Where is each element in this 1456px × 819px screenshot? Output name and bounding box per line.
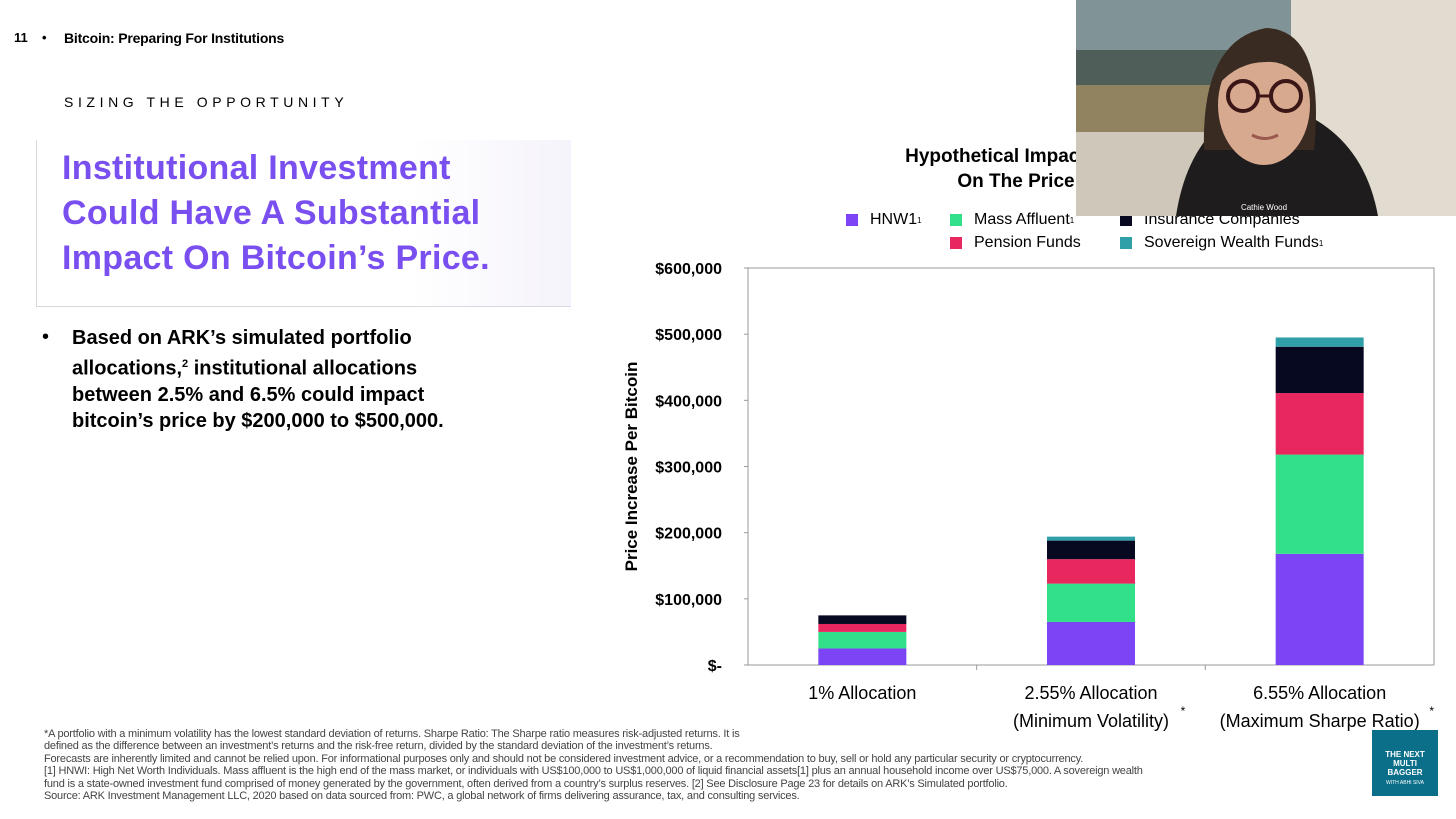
legend-item-hnw: HNW1 1 xyxy=(846,211,922,229)
x-category-sublabel: (Maximum Sharpe Ratio) xyxy=(1220,711,1420,731)
bullet-text: Based on ARK’s simulated portfolio alloc… xyxy=(72,325,542,434)
legend-swatch-sovereign xyxy=(1120,237,1132,249)
footnote-ref: 2 xyxy=(182,358,189,370)
y-tick-label: $400,000 xyxy=(655,393,722,410)
headline: Institutional Investment Could Have A Su… xyxy=(62,146,582,281)
header-separator: • xyxy=(42,30,47,45)
x-category-asterisk: * xyxy=(1181,704,1186,718)
legend-sup-mass-affluent: 1 xyxy=(1069,215,1075,225)
bar-segment-mass-affluent xyxy=(1275,454,1364,554)
bar-segment-pension-funds xyxy=(1275,393,1364,455)
chart-title: Hypothetical Impact of Ir On The Price xyxy=(760,144,1272,194)
legend-swatch-mass-affluent xyxy=(950,214,962,226)
x-category-label: 1% Allocation xyxy=(808,683,916,703)
badge-line-3: BAGGER xyxy=(1387,768,1423,777)
legend-swatch-insurance xyxy=(1120,214,1132,226)
chart-title-line-1: Hypothetical Impact of Ir xyxy=(905,146,1127,167)
webcam-name-label: Cathie Wood xyxy=(1241,203,1287,212)
bar-segment-hnw1 xyxy=(1047,621,1135,665)
bar-segment-sovereign-wealth-funds xyxy=(1047,536,1135,541)
badge-line-1: THE NEXT xyxy=(1385,750,1425,759)
x-category-asterisk: * xyxy=(1429,704,1434,718)
bullet-line-2: allocations,2 institutional allocations xyxy=(72,351,542,382)
y-axis-label: Price Increase Per Bitcoin xyxy=(622,362,641,572)
bullet-line-2-end: institutional allocations xyxy=(188,357,418,380)
legend-swatch-pension xyxy=(950,237,962,249)
badge-line-2: MULTI xyxy=(1393,759,1417,768)
y-tick-label: $600,000 xyxy=(655,261,722,278)
x-category-label: 6.55% Allocation xyxy=(1253,683,1386,703)
headline-line-1: Institutional Investment xyxy=(62,149,451,187)
y-tick-label: $200,000 xyxy=(655,526,722,543)
bullet-line-2-start: allocations, xyxy=(72,357,183,380)
bar-segment-pension-funds xyxy=(1047,559,1135,584)
bar-segment-sovereign-wealth-funds xyxy=(1275,337,1364,347)
x-category-label: 2.55% Allocation xyxy=(1024,683,1157,703)
legend-sup-hnw: 1 xyxy=(917,215,922,225)
footnote-line-1: *A portfolio with a minimum volatility h… xyxy=(44,728,740,740)
chart-title-line-2: On The Price xyxy=(957,171,1075,192)
badge-line-4: WITH ABHI SIVA xyxy=(1386,780,1424,786)
bar-segment-pension-funds xyxy=(818,623,907,632)
bar-segment-mass-affluent xyxy=(1047,583,1135,622)
channel-badge: THE NEXT MULTI BAGGER WITH ABHI SIVA xyxy=(1372,730,1438,796)
footnote-line-4: [1] HNWI: High Net Worth Individuals. Ma… xyxy=(44,765,1143,778)
footnote-line-2: defined as the difference between an inv… xyxy=(44,740,713,753)
deck-title: Bitcoin: Preparing For Institutions xyxy=(64,30,285,46)
x-category-sublabel: (Minimum Volatility) xyxy=(1013,711,1169,731)
webcam-video-frame: Cathie Wood xyxy=(1076,0,1456,216)
webcam-overlay: Cathie Wood xyxy=(1076,0,1456,216)
slide-number: 11 xyxy=(14,30,28,45)
face xyxy=(1218,45,1310,165)
legend-item-mass-affluent: Mass Affluent 1 xyxy=(950,211,1074,229)
legend-item-pension: Pension Funds xyxy=(950,234,1081,252)
y-tick-label: $300,000 xyxy=(655,460,722,477)
bar-segment-hnw1 xyxy=(818,648,907,665)
bar-segment-insurance-companies xyxy=(1275,346,1364,394)
bar-segment-insurance-companies xyxy=(1047,540,1135,560)
legend-sup-sovereign: 1 xyxy=(1318,238,1324,248)
footnote-line-3: Forecasts are inherently limited and can… xyxy=(44,752,1084,765)
bar-segment-insurance-companies xyxy=(818,615,907,624)
legend-label-hnw: HNW1 xyxy=(870,211,918,228)
section-kicker: SIZING THE OPPORTUNITY xyxy=(64,94,349,110)
legend-label-pension: Pension Funds xyxy=(974,234,1081,251)
bullet-line-4: bitcoin’s price by $200,000 to $500,000. xyxy=(72,409,444,432)
bar-segment-mass-affluent xyxy=(818,631,907,649)
bullet-mark: • xyxy=(42,326,50,348)
legend-swatch-hnw xyxy=(846,214,858,226)
headline-line-2: Could Have A Substantial xyxy=(62,194,481,232)
legend-label-mass-affluent: Mass Affluent xyxy=(974,211,1070,228)
legend-item-sovereign: Sovereign Wealth Funds 1 xyxy=(1120,234,1323,252)
footnote-line-5: fund is a state-owned investment fund co… xyxy=(44,777,1008,790)
footnotes: *A portfolio with a minimum volatility h… xyxy=(44,728,1374,802)
y-tick-label: $- xyxy=(708,658,722,675)
headline-frame xyxy=(36,140,571,307)
bullet-line-3: between 2.5% and 6.5% could impact xyxy=(72,383,425,406)
headline-line-3: Impact On Bitcoin’s Price. xyxy=(62,239,490,277)
bar-segment-hnw1 xyxy=(1275,553,1364,665)
footnote-line-6: Source: ARK Investment Management LLC, 2… xyxy=(44,790,800,803)
y-tick-label: $500,000 xyxy=(655,327,722,344)
y-tick-label: $100,000 xyxy=(655,592,722,609)
legend-label-sovereign: Sovereign Wealth Funds xyxy=(1144,234,1319,251)
bullet-line-1: Based on ARK’s simulated portfolio xyxy=(72,327,412,349)
